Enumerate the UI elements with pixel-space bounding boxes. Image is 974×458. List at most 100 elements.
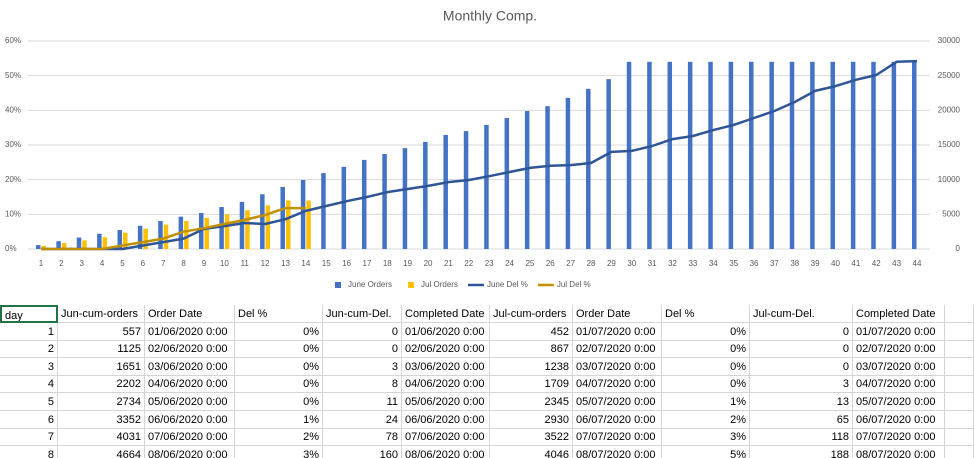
cell[interactable]: 0% (662, 340, 750, 359)
cell[interactable]: 01/07/2020 0:00 (853, 322, 945, 341)
cell[interactable]: 02/07/2020 0:00 (573, 340, 662, 359)
cell[interactable]: 07/06/2020 0:00 (402, 428, 490, 447)
cell[interactable]: Jun-cum-Del. (323, 305, 402, 323)
cell[interactable]: 2345 (490, 393, 573, 411)
cell[interactable]: 2% (235, 428, 323, 447)
cell[interactable]: 08/06/2020 0:00 (402, 445, 490, 458)
cell[interactable]: 2202 (58, 375, 145, 394)
cell[interactable]: Del % (662, 305, 750, 323)
cell[interactable]: 03/07/2020 0:00 (573, 357, 662, 376)
cell[interactable]: 3522 (490, 428, 573, 447)
cell[interactable]: 04/07/2020 0:00 (853, 375, 945, 394)
cell[interactable]: Jun-cum-orders (58, 305, 145, 323)
cell[interactable]: 0% (235, 375, 323, 394)
cell[interactable]: 4 (0, 375, 58, 394)
cell[interactable]: 0 (323, 340, 402, 359)
cell[interactable]: 0% (235, 340, 323, 359)
cell[interactable]: 06/06/2020 0:00 (402, 410, 490, 429)
cell[interactable]: 5% (662, 445, 750, 458)
cell[interactable]: 3 (750, 375, 853, 394)
cell[interactable]: 2% (662, 410, 750, 429)
cell[interactable]: 6 (0, 410, 58, 429)
cell[interactable]: 160 (323, 445, 402, 458)
cell[interactable] (945, 375, 974, 394)
cell[interactable]: 7 (0, 428, 58, 447)
cell[interactable]: 4664 (58, 445, 145, 458)
cell[interactable]: 3352 (58, 410, 145, 429)
cell[interactable] (945, 357, 974, 376)
cell[interactable]: 0 (323, 322, 402, 341)
cell[interactable]: 05/07/2020 0:00 (853, 393, 945, 411)
cell[interactable]: 08/06/2020 0:00 (145, 445, 235, 458)
cell[interactable] (945, 340, 974, 359)
cell[interactable]: 02/06/2020 0:00 (402, 340, 490, 359)
cell[interactable]: 02/07/2020 0:00 (853, 340, 945, 359)
cell[interactable]: 557 (58, 322, 145, 341)
cell[interactable]: 3% (662, 428, 750, 447)
cell[interactable]: 01/07/2020 0:00 (573, 322, 662, 341)
cell[interactable]: 04/06/2020 0:00 (402, 375, 490, 394)
cell[interactable]: 0 (750, 357, 853, 376)
cell[interactable]: 4031 (58, 428, 145, 447)
cell[interactable]: 05/06/2020 0:00 (402, 393, 490, 411)
cell[interactable]: 2930 (490, 410, 573, 429)
cell[interactable]: 1% (662, 393, 750, 411)
cell[interactable]: 5 (0, 393, 58, 411)
cell[interactable]: 4046 (490, 445, 573, 458)
cell[interactable]: 13 (750, 393, 853, 411)
cell[interactable]: 06/06/2020 0:00 (145, 410, 235, 429)
cell[interactable]: 06/07/2020 0:00 (573, 410, 662, 429)
cell[interactable] (945, 428, 974, 447)
cell[interactable]: Completed Date (402, 305, 490, 323)
cell[interactable]: 03/06/2020 0:00 (145, 357, 235, 376)
cell[interactable]: 0% (662, 322, 750, 341)
cell[interactable]: 03/07/2020 0:00 (853, 357, 945, 376)
cell[interactable]: 05/06/2020 0:00 (145, 393, 235, 411)
cell[interactable]: Completed Date (853, 305, 945, 323)
cell[interactable]: day (0, 305, 58, 323)
cell[interactable]: 8 (323, 375, 402, 394)
cell[interactable]: Order Date (573, 305, 662, 323)
cell[interactable]: 08/07/2020 0:00 (853, 445, 945, 458)
cell[interactable]: Order Date (145, 305, 235, 323)
cell[interactable]: 0 (750, 340, 853, 359)
cell[interactable]: 06/07/2020 0:00 (853, 410, 945, 429)
cell[interactable] (945, 305, 974, 323)
cell[interactable]: 0% (662, 357, 750, 376)
cell[interactable]: 02/06/2020 0:00 (145, 340, 235, 359)
cell[interactable]: 01/06/2020 0:00 (145, 322, 235, 341)
cell[interactable]: 1651 (58, 357, 145, 376)
cell[interactable]: Jul-cum-Del. (750, 305, 853, 323)
cell[interactable]: 1125 (58, 340, 145, 359)
cell[interactable]: 01/06/2020 0:00 (402, 322, 490, 341)
cell[interactable]: 03/06/2020 0:00 (402, 357, 490, 376)
cell[interactable]: 2734 (58, 393, 145, 411)
cell[interactable]: Del % (235, 305, 323, 323)
cell[interactable]: 65 (750, 410, 853, 429)
cell[interactable]: 07/07/2020 0:00 (853, 428, 945, 447)
cell[interactable]: 0 (750, 322, 853, 341)
cell[interactable]: 0% (235, 357, 323, 376)
cell[interactable]: 0% (235, 393, 323, 411)
cell[interactable]: 04/06/2020 0:00 (145, 375, 235, 394)
cell[interactable]: 3 (323, 357, 402, 376)
cell[interactable]: 1238 (490, 357, 573, 376)
cell[interactable]: 08/07/2020 0:00 (573, 445, 662, 458)
cell[interactable]: 867 (490, 340, 573, 359)
cell[interactable]: 3 (0, 357, 58, 376)
cell[interactable]: 04/07/2020 0:00 (573, 375, 662, 394)
cell[interactable] (945, 445, 974, 458)
cell[interactable]: 78 (323, 428, 402, 447)
cell[interactable]: 0% (235, 322, 323, 341)
cell[interactable]: 05/07/2020 0:00 (573, 393, 662, 411)
cell[interactable]: 1% (235, 410, 323, 429)
cell[interactable] (945, 393, 974, 411)
cell[interactable] (945, 322, 974, 341)
cell[interactable]: 1 (0, 322, 58, 341)
cell[interactable] (945, 410, 974, 429)
cell[interactable]: 07/06/2020 0:00 (145, 428, 235, 447)
cell[interactable]: 3% (235, 445, 323, 458)
cell[interactable]: 1709 (490, 375, 573, 394)
cell[interactable]: 8 (0, 445, 58, 458)
cell[interactable]: 24 (323, 410, 402, 429)
